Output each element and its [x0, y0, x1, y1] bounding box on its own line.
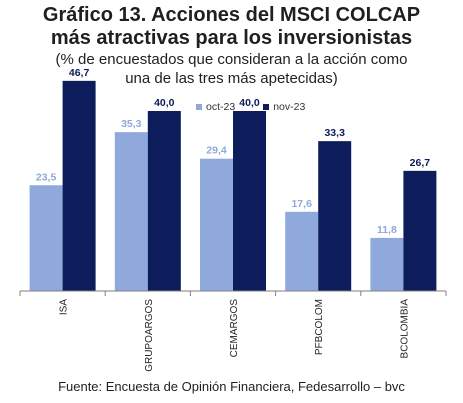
chart-subtitle-line2: una de las tres más apetecidas) — [125, 70, 338, 87]
bar-nov-grupoargos — [147, 111, 181, 291]
legend-item-nov: nov-23 — [263, 101, 305, 113]
chart-title: Gráfico 13. Acciones del MSCI COLCAP más… — [0, 4, 463, 50]
chart-legend: oct-23 nov-23 — [196, 100, 305, 114]
data-label-nov-grupoargos: 40,0 — [154, 97, 175, 109]
x-tick-label-bcolombia: BCOLOMBIA — [399, 299, 410, 359]
chart-subtitle-line1: (% de encuestados que consideran a la ac… — [55, 51, 408, 68]
legend-swatch-nov — [263, 104, 270, 110]
legend-label-nov: nov-23 — [273, 101, 306, 113]
legend-item-oct: oct-23 — [196, 101, 235, 113]
data-label-oct-cemargos: 29,4 — [206, 145, 227, 157]
data-label-nov-isa: 46,7 — [69, 67, 90, 79]
x-tick-label-grupoargos: GRUPOARGOS — [144, 299, 155, 372]
bar-oct-isa — [29, 185, 63, 291]
data-label-nov-cemargos: 40,0 — [239, 97, 260, 109]
data-label-nov-bcolombia: 26,7 — [410, 157, 431, 169]
legend-swatch-oct — [196, 104, 202, 110]
bar-nov-pfbcolom — [318, 141, 352, 291]
legend-label-oct: oct-23 — [206, 101, 236, 113]
bar-oct-grupoargos — [114, 132, 148, 291]
data-label-oct-isa: 23,5 — [36, 171, 57, 183]
data-label-oct-bcolombia: 11,8 — [377, 224, 397, 236]
chart-title-line1: Gráfico 13. Acciones del MSCI COLCAP — [42, 4, 421, 26]
data-label-oct-pfbcolom: 17,6 — [291, 198, 312, 210]
bar-nov-cemargos — [233, 111, 266, 291]
bar-oct-cemargos — [200, 158, 233, 291]
data-label-oct-grupoargos: 35,3 — [121, 118, 142, 130]
x-tick-label-isa: ISA — [59, 299, 70, 315]
bar-chart: 23,5 46,7 ISA 35,3 40,0 GRUPOARGOS 29,4 40,0 CEM… — [19, 67, 447, 372]
bar-oct-bcolombia — [370, 237, 404, 291]
chart-title-line2: más atractivas para los inversionistas — [50, 27, 413, 49]
x-tick-label-pfbcolom: PFBCOLOM — [314, 299, 325, 355]
bar-nov-isa — [62, 80, 96, 291]
bar-oct-pfbcolom — [285, 211, 319, 291]
x-tick-label-cemargos: CEMARGOS — [229, 299, 240, 358]
chart-subtitle: (% de encuestados que consideran a la ac… — [0, 50, 463, 88]
data-label-nov-pfbcolom: 33,3 — [324, 127, 345, 139]
chart-source: Fuente: Encuesta de Opinión Financiera, … — [58, 379, 405, 394]
bar-nov-bcolombia — [403, 170, 437, 291]
